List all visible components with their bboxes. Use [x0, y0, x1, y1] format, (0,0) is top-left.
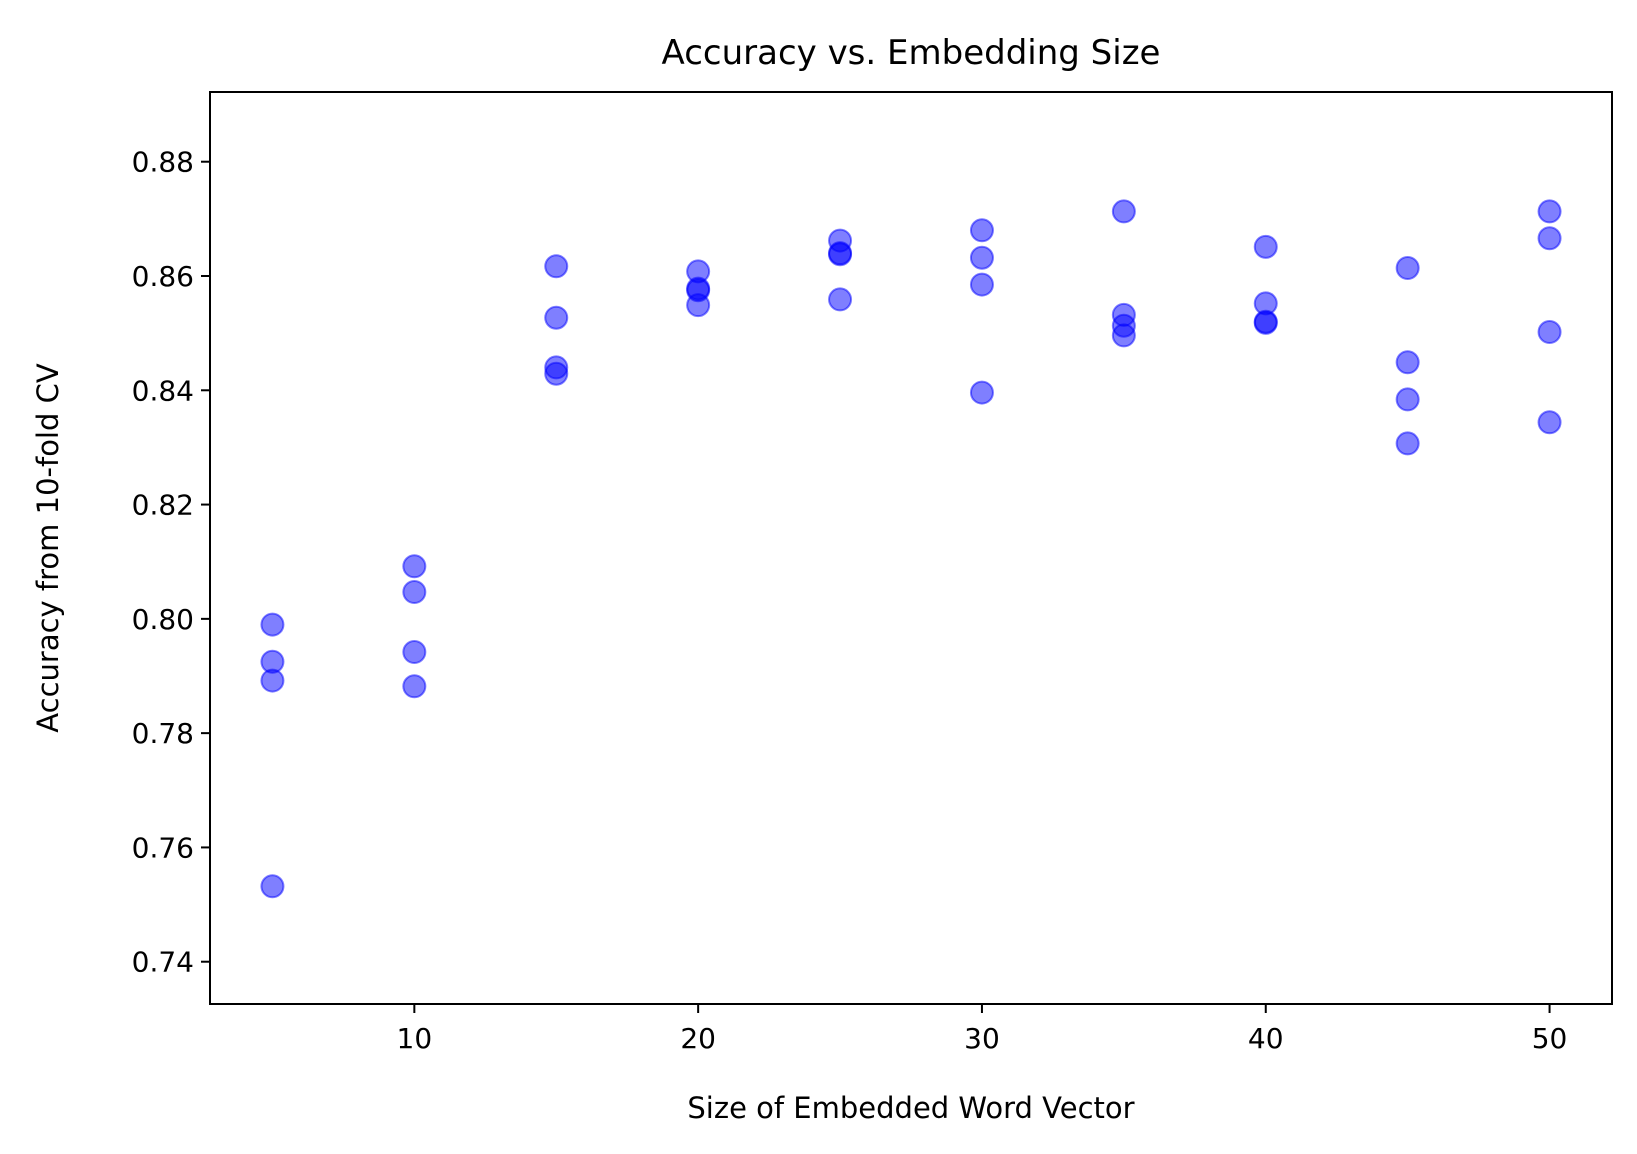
scatter-point — [1537, 199, 1562, 224]
scatter-point — [969, 380, 994, 405]
x-tick-label: 50 — [1532, 1022, 1568, 1055]
scatter-point — [260, 612, 285, 637]
scatter-point — [969, 245, 994, 270]
y-tick-label: 0.74 — [132, 946, 194, 979]
scatter-point — [1111, 323, 1136, 348]
y-tick-label: 0.86 — [132, 260, 194, 293]
scatter-point — [1537, 320, 1562, 344]
y-tick-label: 0.80 — [132, 603, 194, 636]
scatter-point — [544, 361, 569, 386]
scatter-point — [828, 287, 853, 312]
chart-title: Accuracy vs. Embedding Size — [662, 33, 1161, 73]
scatter-point — [402, 640, 427, 664]
y-axis-label: Accuracy from 10-fold CV — [31, 363, 65, 733]
x-tick-label: 10 — [397, 1022, 433, 1055]
scatter-point — [686, 293, 711, 318]
scatter-point — [1253, 234, 1278, 259]
scatter-point — [1253, 310, 1278, 335]
x-tick-label: 20 — [680, 1022, 716, 1055]
scatter-point — [544, 254, 569, 279]
x-axis-label: Size of Embedded Word Vector — [687, 1091, 1134, 1125]
scatter-point — [1395, 256, 1420, 280]
scatter-point — [260, 668, 285, 693]
scatter-point — [544, 305, 569, 330]
y-tick-label: 0.88 — [132, 146, 194, 179]
scatter-point — [1537, 226, 1562, 251]
scatter-point — [402, 674, 427, 699]
x-tick-label: 40 — [1248, 1022, 1284, 1055]
scatter-point — [260, 874, 285, 899]
scatter-point — [828, 242, 853, 267]
scatter-point — [1395, 387, 1420, 412]
y-axis: 0.74 0.76 0.78 0.80 0.82 0.84 0.86 0.88 — [132, 146, 210, 979]
scatter-point — [1395, 350, 1420, 375]
y-tick-label: 0.78 — [132, 717, 194, 750]
x-tick-label: 30 — [964, 1022, 1000, 1055]
scatter-point — [1395, 431, 1420, 456]
scatter-point — [969, 218, 994, 243]
y-tick-label: 0.76 — [132, 831, 194, 864]
x-axis: 10 20 30 40 50 — [397, 1004, 1568, 1055]
plot-frame — [209, 91, 1613, 1005]
scatter-point — [402, 580, 427, 604]
scatter-point — [402, 554, 427, 579]
y-tick-label: 0.82 — [132, 489, 194, 522]
y-tick-label: 0.84 — [132, 374, 194, 407]
scatter-point — [1537, 410, 1562, 435]
scatter-point — [969, 272, 994, 297]
scatter-point — [1111, 199, 1136, 224]
data-points — [260, 199, 1562, 899]
